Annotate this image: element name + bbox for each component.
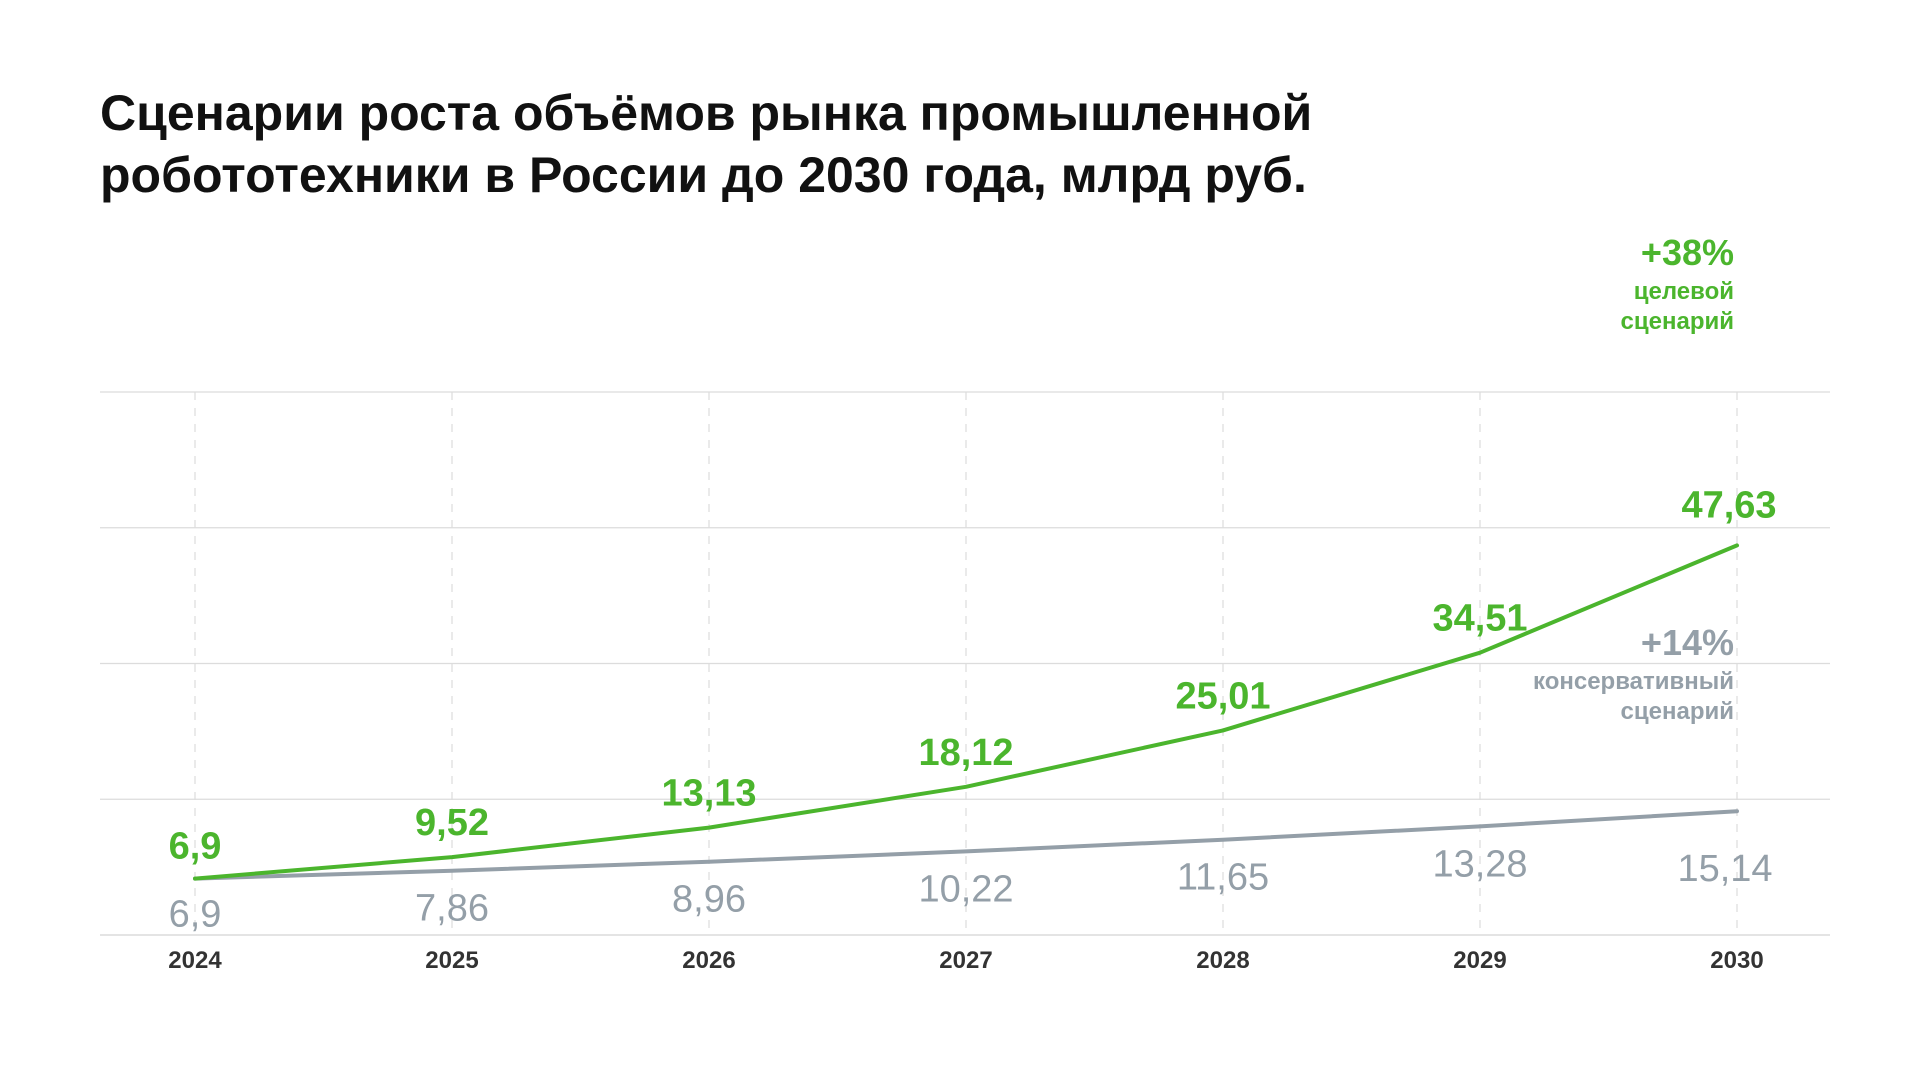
x-tick-label: 2026 <box>682 947 735 974</box>
data-label-target: 6,9 <box>169 826 222 868</box>
x-axis-ticks: 2024 2025 2026 2027 2028 2029 2030 <box>168 947 1763 974</box>
grid <box>100 391 1830 936</box>
data-label-target: 9,52 <box>415 802 489 844</box>
x-tick-label: 2024 <box>168 947 222 974</box>
data-label-conservative: 6,9 <box>169 894 222 936</box>
caption-target: целевой <box>1634 278 1734 305</box>
chart-title-line-2: робототехники в России до 2030 года, млр… <box>100 147 1307 203</box>
series-line-target <box>193 543 1739 881</box>
growth-label-conservative: +14% <box>1641 622 1734 663</box>
data-label-conservative: 8,96 <box>672 879 746 921</box>
growth-label-target: +38% <box>1641 232 1734 273</box>
x-tick-label: 2027 <box>939 947 992 974</box>
data-label-target: 25,01 <box>1175 675 1270 717</box>
caption-conservative: консервативный <box>1533 668 1734 695</box>
data-labels: 6,9 9,52 13,13 18,12 25,01 34,51 47,63 6,9 7,86 8… <box>169 484 1777 935</box>
data-label-conservative: 13,28 <box>1432 843 1527 885</box>
x-tick-label: 2025 <box>425 947 478 974</box>
series-captions: +38% целевой сценарий +14% консервативный сце… <box>1533 232 1734 725</box>
data-label-target: 13,13 <box>661 773 756 815</box>
caption-target: сценарий <box>1621 308 1734 335</box>
data-label-target: 34,51 <box>1432 598 1527 640</box>
chart-title: Сценарии роста объёмов рынка промышленно… <box>100 82 1600 206</box>
x-tick-label: 2030 <box>1710 947 1763 974</box>
x-tick-label: 2029 <box>1453 947 1506 974</box>
data-label-target: 47,63 <box>1681 484 1776 526</box>
data-label-conservative: 10,22 <box>918 868 1013 910</box>
x-tick-label: 2028 <box>1196 947 1249 974</box>
chart-title-line-1: Сценарии роста объёмов рынка промышленно… <box>100 85 1313 141</box>
data-label-conservative: 7,86 <box>415 888 489 930</box>
caption-conservative: сценарий <box>1621 698 1734 725</box>
data-label-conservative: 15,14 <box>1677 848 1772 890</box>
data-label-conservative: 11,65 <box>1177 857 1269 899</box>
series-line-conservative <box>193 809 1739 881</box>
data-label-target: 18,12 <box>918 732 1013 774</box>
series-lines <box>193 543 1739 881</box>
